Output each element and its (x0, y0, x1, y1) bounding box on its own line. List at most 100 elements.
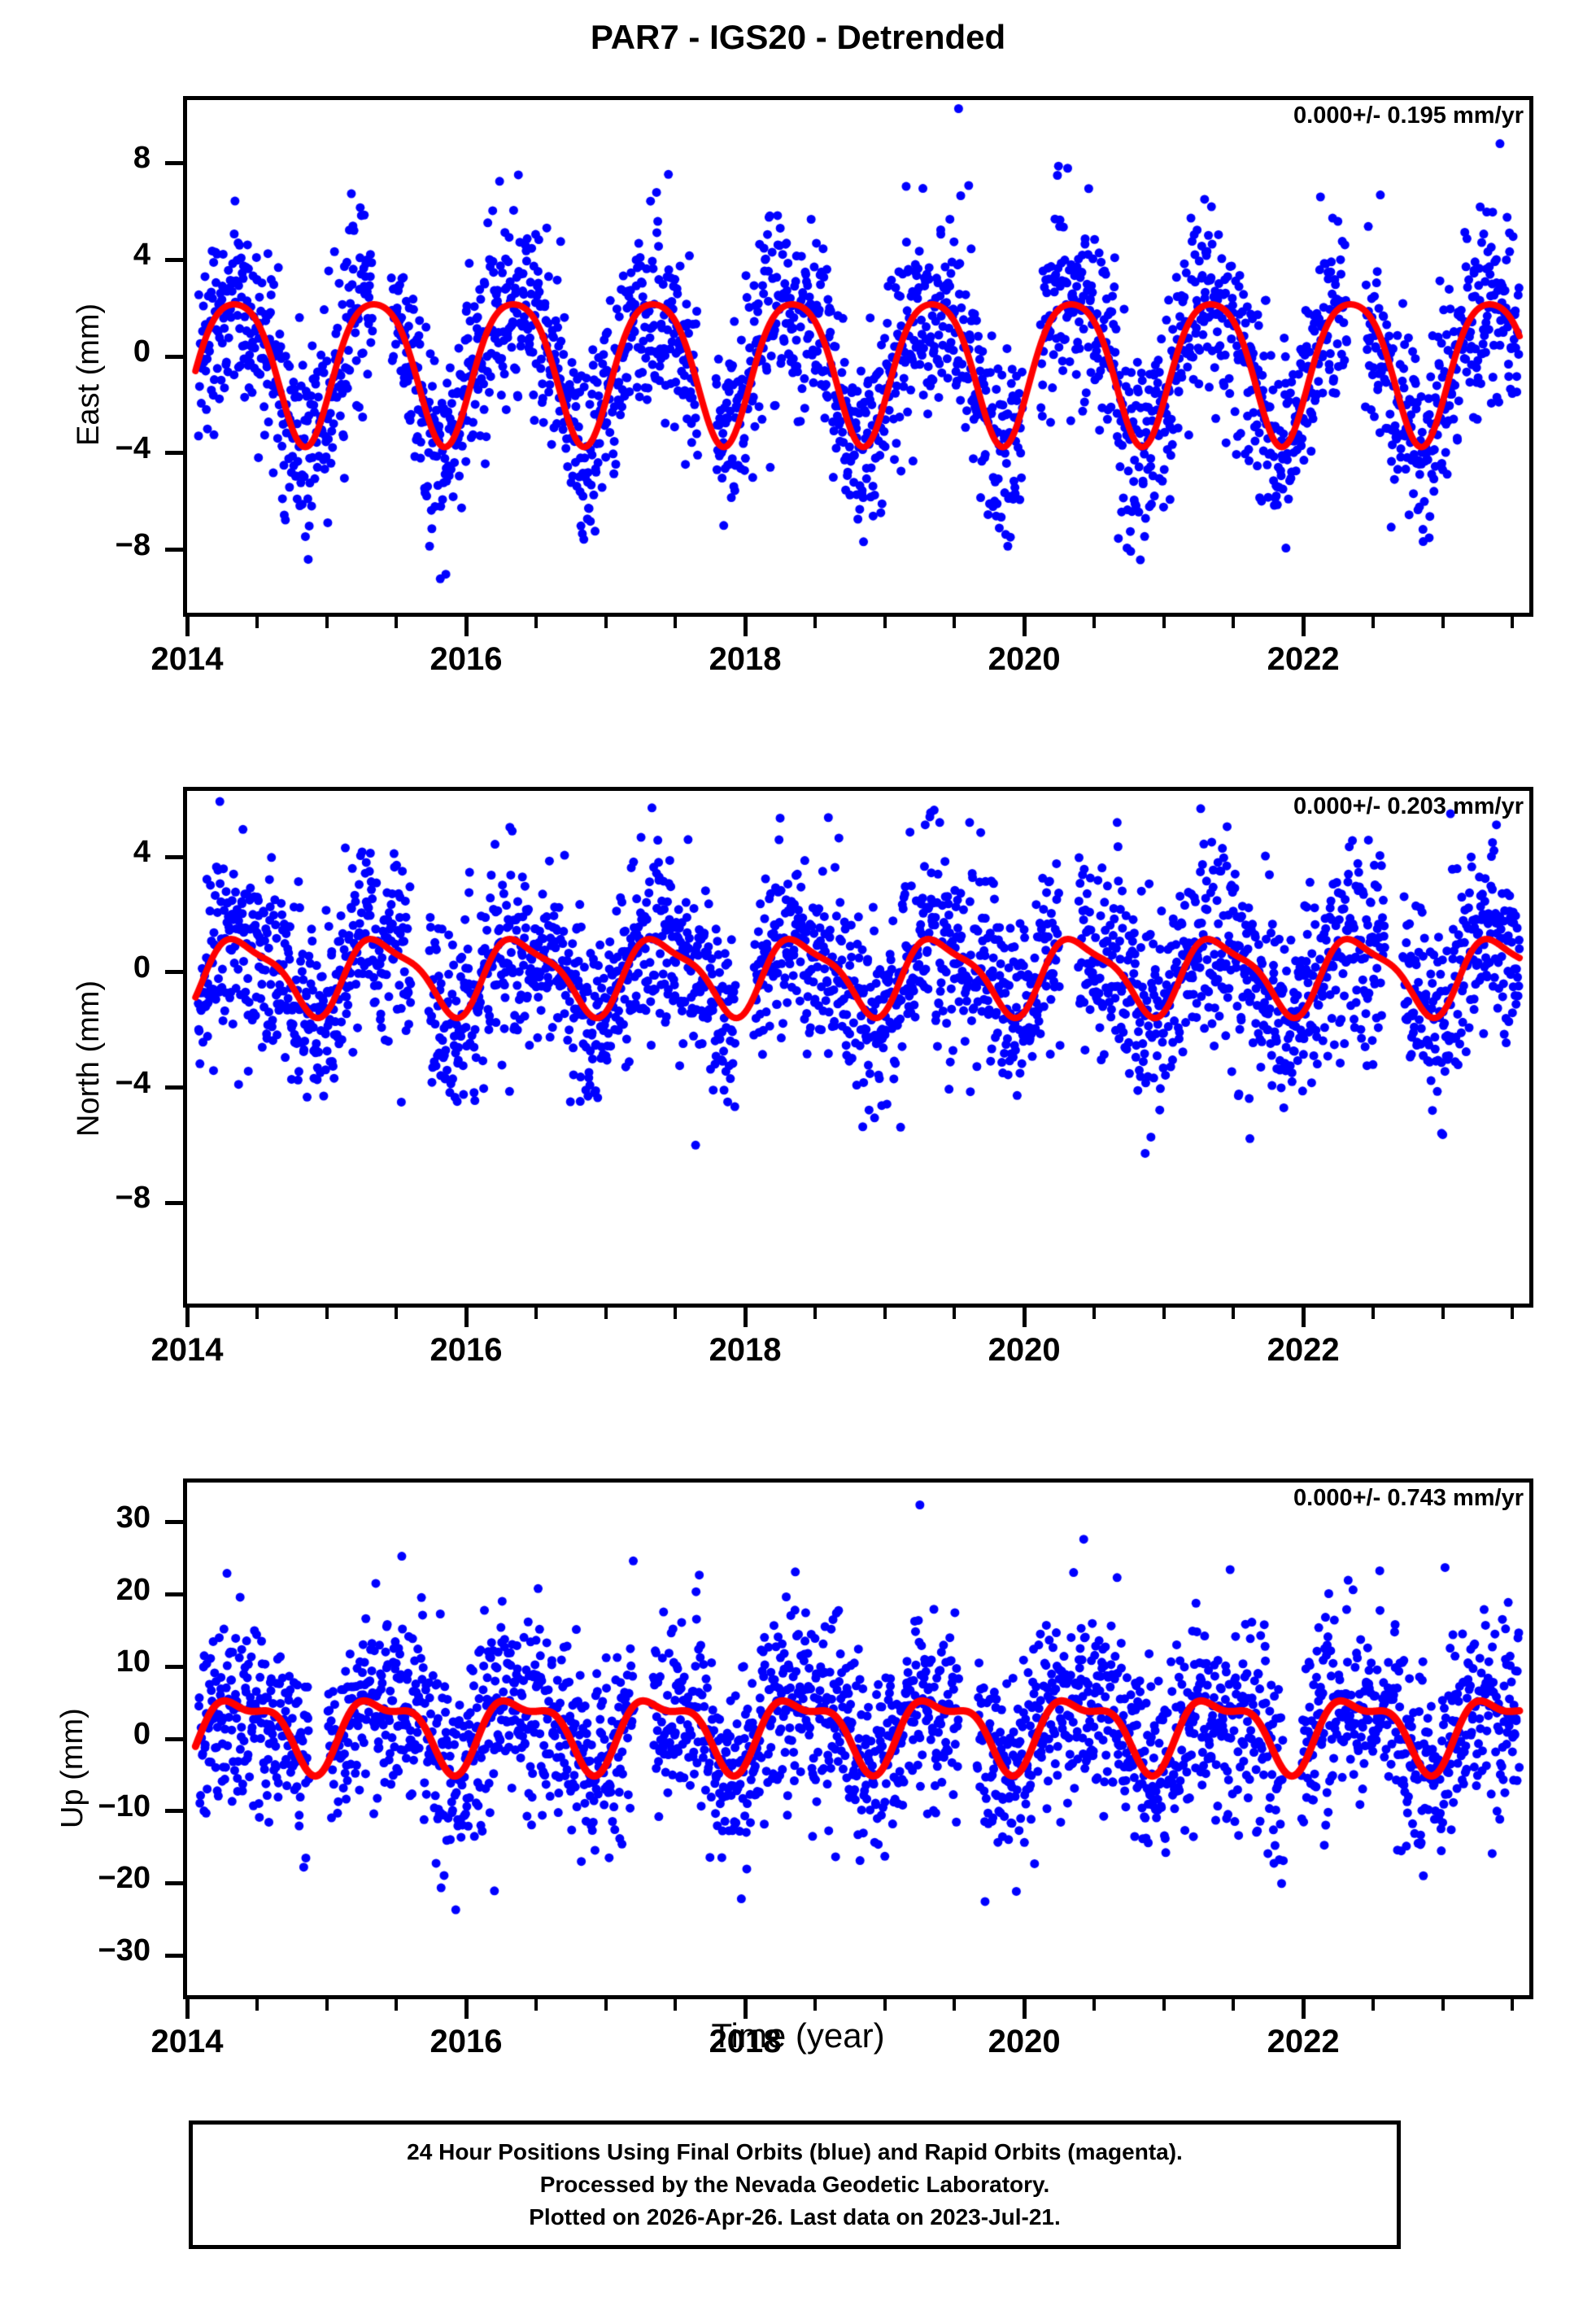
x-axis-tick-label: 2022 (1267, 641, 1340, 677)
x-axis-tick-label: 2022 (1267, 1332, 1340, 1368)
x-axis-tick-mark (464, 1999, 469, 2019)
y-axis-tick-label: −8 (115, 1181, 150, 1216)
y-axis-tick-mark (165, 354, 183, 359)
x-axis-minor-tick-mark (604, 1308, 608, 1319)
y-axis-tick-label: 10 (116, 1644, 150, 1679)
x-axis-minor-tick-mark (1371, 617, 1375, 628)
panel-up-plot-area (187, 1483, 1529, 1995)
caption-line-1: 24 Hour Positions Using Final Orbits (bl… (407, 2139, 1183, 2165)
x-axis-tick-mark (1022, 1308, 1027, 1327)
x-axis-minor-tick-mark (674, 1999, 678, 2011)
x-axis-minor-tick-mark (813, 617, 817, 628)
x-axis-minor-tick-mark (1441, 1308, 1445, 1319)
y-axis-tick-mark (165, 1085, 183, 1090)
x-axis-tick-label: 2018 (709, 2024, 782, 2059)
y-axis-tick-mark (165, 257, 183, 262)
x-axis-minor-tick-mark (255, 617, 259, 628)
y-axis-tick-mark (165, 1592, 183, 1597)
x-axis-minor-tick-mark (1371, 1308, 1375, 1319)
x-axis-tick-label: 2016 (430, 2024, 503, 2059)
x-axis-minor-tick-mark (674, 617, 678, 628)
y-axis-tick-label: 8 (133, 141, 150, 176)
x-axis-minor-tick-mark (953, 617, 957, 628)
x-axis-minor-tick-mark (1162, 1308, 1166, 1319)
y-axis-tick-label: −4 (115, 430, 150, 465)
y-axis-tick-label: −4 (115, 1065, 150, 1100)
x-axis-tick-mark (1022, 1999, 1027, 2019)
x-axis-minor-tick-mark (1232, 1999, 1236, 2011)
panel-north-rate-annotation: 0.000+/- 0.203 mm/yr (1293, 793, 1524, 819)
x-axis-minor-tick-mark (883, 617, 887, 628)
x-axis-minor-tick-mark (395, 1308, 399, 1319)
x-axis-minor-tick-mark (534, 617, 538, 628)
panel-up-rate-annotation: 0.000+/- 0.743 mm/yr (1293, 1485, 1524, 1511)
y-axis-tick-mark (165, 451, 183, 456)
x-axis-minor-tick-mark (1441, 1999, 1445, 2011)
x-axis-tick-label: 2014 (150, 641, 224, 677)
x-axis-tick-label: 2018 (709, 1332, 782, 1368)
x-axis-tick-mark (185, 1308, 190, 1327)
x-axis-minor-tick-mark (1511, 1999, 1515, 2011)
x-axis-minor-tick-mark (1092, 1999, 1096, 2011)
x-axis-tick-label: 2020 (988, 641, 1061, 677)
x-axis-tick-label: 2020 (988, 2024, 1061, 2059)
y-axis-tick-label: 30 (116, 1500, 150, 1535)
x-axis-tick-mark (743, 1308, 748, 1327)
y-axis-tick-mark (165, 1520, 183, 1525)
panel-east-plot-area (187, 100, 1529, 613)
caption-box: 24 Hour Positions Using Final Orbits (bl… (189, 2120, 1401, 2249)
x-axis-tick-mark (1301, 617, 1306, 636)
y-axis-tick-mark (165, 1880, 183, 1885)
x-axis-minor-tick-mark (534, 1999, 538, 2011)
y-axis-tick-label: 4 (133, 835, 150, 870)
x-axis-minor-tick-mark (813, 1308, 817, 1319)
x-axis-tick-mark (185, 1999, 190, 2019)
x-axis-minor-tick-mark (1092, 617, 1096, 628)
y-axis-tick-mark (165, 970, 183, 975)
x-axis-tick-label: 2014 (150, 1332, 224, 1368)
x-axis-minor-tick-mark (534, 1308, 538, 1319)
x-axis-minor-tick-mark (395, 617, 399, 628)
x-axis-minor-tick-mark (953, 1308, 957, 1319)
y-axis-tick-label: 0 (133, 1717, 150, 1751)
x-axis-minor-tick-mark (674, 1308, 678, 1319)
y-axis-tick-label: 4 (133, 238, 150, 273)
x-axis-tick-mark (743, 1999, 748, 2019)
x-axis-minor-tick-mark (325, 617, 329, 628)
y-axis-tick-mark (165, 1953, 183, 1958)
x-axis-label: Time (year) (711, 2016, 885, 2055)
y-axis-tick-label: 0 (133, 950, 150, 985)
y-axis-tick-label: −8 (115, 527, 150, 562)
y-axis-tick-label: 20 (116, 1572, 150, 1607)
y-axis-tick-mark (165, 1809, 183, 1814)
y-axis-tick-label: −10 (98, 1788, 150, 1823)
panel-north: 0.000+/- 0.203 mm/yr (183, 787, 1533, 1308)
panel-north-plot-area (187, 791, 1529, 1304)
x-axis-minor-tick-mark (1232, 617, 1236, 628)
x-axis-minor-tick-mark (953, 1999, 957, 2011)
caption-line-3: Plotted on 2026-Apr-26. Last data on 202… (529, 2203, 1061, 2230)
caption-line-2: Processed by the Nevada Geodetic Laborat… (539, 2172, 1050, 2198)
up-y-axis-label: Up (mm) (55, 1708, 89, 1828)
y-axis-tick-mark (165, 1664, 183, 1669)
x-axis-minor-tick-mark (1092, 1308, 1096, 1319)
y-axis-tick-mark (165, 548, 183, 552)
x-axis-minor-tick-mark (1441, 617, 1445, 628)
x-axis-minor-tick-mark (813, 1999, 817, 2011)
x-axis-minor-tick-mark (255, 1999, 259, 2011)
x-axis-tick-mark (464, 617, 469, 636)
x-axis-tick-mark (464, 1308, 469, 1327)
x-axis-tick-label: 2022 (1267, 2024, 1340, 2059)
y-axis-tick-label: −20 (98, 1861, 150, 1896)
panel-east: 0.000+/- 0.195 mm/yr (183, 96, 1533, 617)
x-axis-tick-mark (185, 617, 190, 636)
x-axis-minor-tick-mark (883, 1999, 887, 2011)
east-y-axis-label: East (mm) (72, 303, 106, 446)
x-axis-minor-tick-mark (1371, 1999, 1375, 2011)
x-axis-minor-tick-mark (1511, 1308, 1515, 1319)
north-y-axis-label: North (mm) (72, 980, 106, 1137)
x-axis-minor-tick-mark (1511, 617, 1515, 628)
x-axis-minor-tick-mark (325, 1308, 329, 1319)
x-axis-minor-tick-mark (604, 1999, 608, 2011)
